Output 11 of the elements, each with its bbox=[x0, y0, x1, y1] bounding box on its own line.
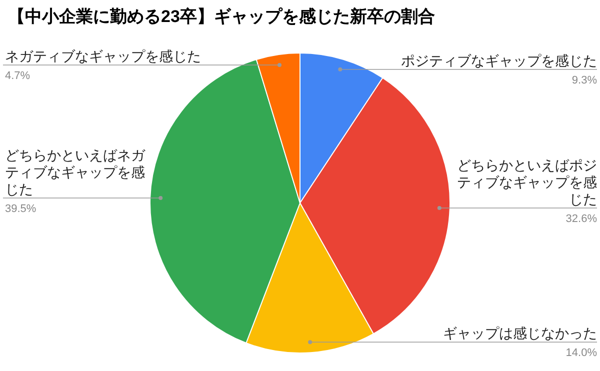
slice-label: ポジティブなギャップを感じた bbox=[401, 52, 597, 68]
data-label: 4.7% bbox=[5, 70, 30, 82]
data-label: 14.0% bbox=[566, 347, 598, 360]
slice-label: どちらかといえばネガティブなギャップを感じた bbox=[5, 146, 146, 197]
slice-label: ギャップは感じなかった bbox=[443, 325, 597, 342]
slice-label: どちらかといえばポジティブなギャップを感じた bbox=[457, 157, 597, 208]
data-label: 9.3% bbox=[572, 74, 598, 86]
slice-label: ネガティブなギャップを感じた bbox=[5, 48, 201, 64]
data-label: 32.6% bbox=[566, 213, 598, 226]
data-label: 39.5% bbox=[5, 202, 36, 215]
chart-title: 【中小企業に勤める23卒】ギャップを感じた新卒の割合 bbox=[8, 7, 435, 26]
